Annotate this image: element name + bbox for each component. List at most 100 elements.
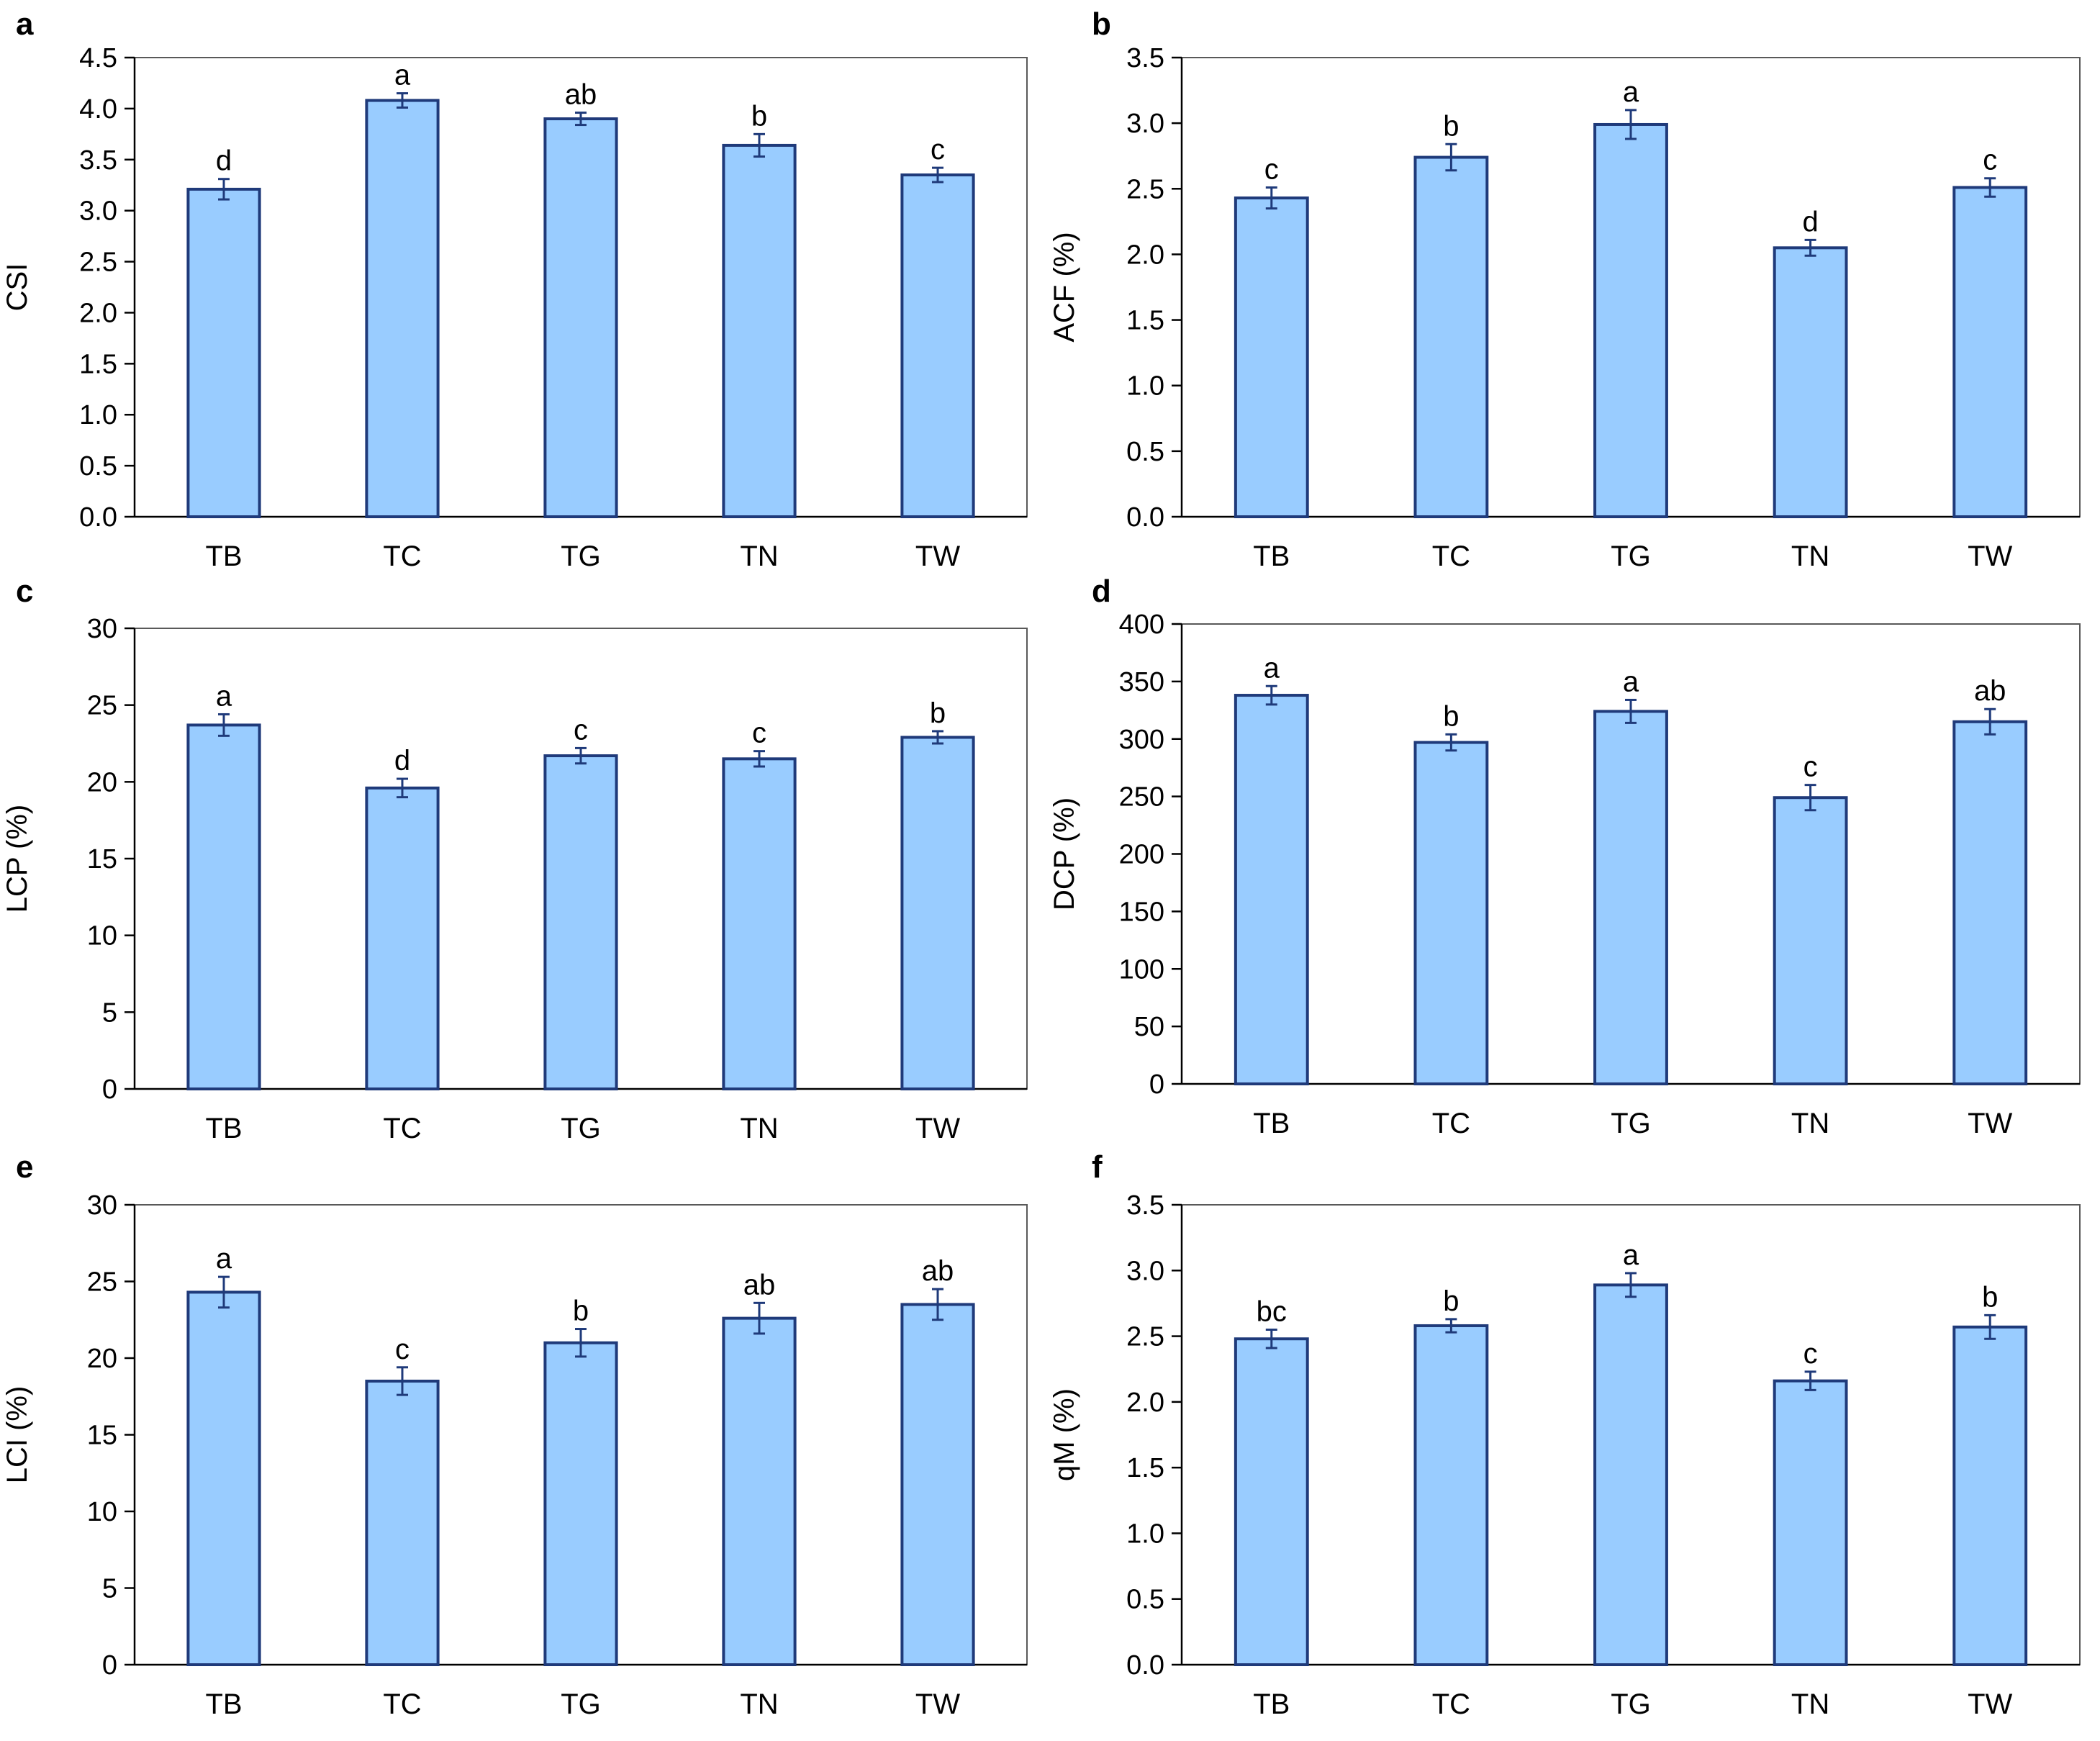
- significance-letter: ab: [565, 79, 597, 111]
- x-tick-label: TG: [561, 1113, 601, 1144]
- x-tick-label: TN: [740, 1113, 778, 1144]
- significance-letter: b: [1443, 1285, 1459, 1317]
- panel-d: 0 50 100 150 200 250 300 350 400 DCP (%) d a TB b TC a T…: [1049, 574, 2081, 1139]
- y-axis-label: LCI (%): [1, 1386, 33, 1484]
- y-tick-label: 0.5: [79, 451, 117, 481]
- x-tick-label: TG: [1611, 1108, 1651, 1139]
- y-tick-label: 300: [1119, 725, 1164, 755]
- bar-tb: [186, 187, 261, 518]
- significance-letter: a: [1623, 76, 1639, 108]
- bar-tg: [1593, 1283, 1668, 1666]
- significance-letter: a: [216, 680, 232, 712]
- bar-tw: [900, 1303, 975, 1666]
- significance-letter: c: [1264, 153, 1279, 185]
- x-tick-label: TC: [383, 541, 421, 572]
- y-tick-label: 1.5: [1126, 306, 1164, 336]
- panel-e: 0 5 10 15 20 25 30 LCI (%) e a TB c TC b TG ab TN ab TW: [1, 1149, 1028, 1720]
- significance-letter: bc: [1257, 1295, 1287, 1327]
- y-tick-label: 10: [87, 1497, 117, 1527]
- bar-tn: [1773, 796, 1848, 1085]
- y-tick-label: 1.5: [1126, 1453, 1164, 1483]
- bar-tw: [900, 173, 975, 519]
- bar-tg: [1593, 710, 1668, 1086]
- significance-letter: c: [395, 1334, 409, 1365]
- y-tick-label: 0.0: [1126, 502, 1164, 533]
- significance-letter: c: [1803, 751, 1818, 783]
- x-tick-label: TC: [1432, 541, 1470, 572]
- significance-letter: a: [216, 1243, 232, 1275]
- y-tick-label: 100: [1119, 954, 1164, 985]
- y-tick-label: 1.5: [79, 349, 117, 379]
- significance-letter: a: [394, 60, 411, 91]
- x-tick-label: TW: [915, 1113, 960, 1144]
- y-axis-label: DCP (%): [1049, 797, 1080, 910]
- x-tick-label: TB: [205, 541, 242, 572]
- x-tick-label: TW: [1968, 541, 2012, 572]
- bar-tn: [1773, 1379, 1848, 1666]
- bar-tc: [365, 786, 440, 1090]
- y-tick-label: 20: [87, 1344, 117, 1374]
- y-axis-label: ACF (%): [1049, 232, 1080, 342]
- panel-letter: c: [16, 574, 33, 609]
- bar-tb: [1234, 196, 1309, 518]
- y-tick-label: 25: [87, 691, 117, 721]
- significance-letter: b: [930, 697, 946, 729]
- y-tick-label: 250: [1119, 782, 1164, 813]
- x-tick-label: TN: [740, 1688, 778, 1720]
- significance-letter: b: [1982, 1281, 1998, 1313]
- y-tick-label: 3.5: [79, 145, 117, 176]
- y-tick-label: 0.5: [1126, 437, 1164, 467]
- significance-letter: c: [931, 134, 945, 166]
- significance-letter: a: [1264, 652, 1280, 684]
- bar-tc: [1413, 1324, 1489, 1666]
- significance-letter: ab: [1974, 675, 2006, 707]
- y-tick-label: 25: [87, 1267, 117, 1298]
- x-tick-label: TN: [1791, 1108, 1829, 1139]
- bar-tc: [1413, 741, 1489, 1085]
- bar-tc: [365, 1379, 440, 1666]
- panel-letter: a: [16, 6, 34, 42]
- x-tick-label: TB: [205, 1688, 242, 1720]
- bar-tc: [365, 99, 440, 518]
- significance-letter: d: [216, 145, 232, 177]
- y-tick-label: 10: [87, 921, 117, 951]
- y-tick-label: 20: [87, 767, 117, 797]
- panel-letter: e: [16, 1149, 33, 1185]
- y-tick-label: 400: [1119, 610, 1164, 640]
- y-axis-label: CSI: [1, 263, 33, 312]
- y-tick-label: 2.5: [1126, 174, 1164, 204]
- x-tick-label: TW: [915, 541, 960, 572]
- y-tick-label: 3.5: [1126, 1190, 1164, 1221]
- bar-tg: [543, 117, 618, 519]
- bar-tw: [1952, 186, 2028, 518]
- x-tick-label: TG: [1611, 541, 1651, 572]
- x-tick-label: TC: [1432, 1688, 1470, 1720]
- y-tick-label: 30: [87, 1190, 117, 1221]
- significance-letter: ab: [922, 1255, 954, 1287]
- y-tick-label: 4.0: [79, 94, 117, 125]
- y-tick-label: 0.5: [1126, 1585, 1164, 1615]
- x-tick-label: TB: [205, 1113, 242, 1144]
- y-tick-label: 150: [1119, 897, 1164, 927]
- y-tick-label: 0: [1149, 1070, 1164, 1100]
- y-tick-label: 0.0: [1126, 1650, 1164, 1681]
- significance-letter: c: [752, 718, 766, 749]
- significance-letter: b: [751, 100, 767, 132]
- y-tick-label: 2.5: [1126, 1322, 1164, 1352]
- y-tick-label: 1.0: [79, 400, 117, 430]
- significance-letter: d: [394, 745, 410, 777]
- bar-tw: [1952, 720, 2028, 1085]
- panel-letter: f: [1092, 1149, 1103, 1185]
- panel-b: 0.0 0.5 1.0 1.5 2.0 2.5 3.0 3.5 ACF (%) b c TB b TC a T…: [1049, 6, 2081, 572]
- x-tick-label: TW: [1968, 1688, 2012, 1720]
- bar-tw: [900, 736, 975, 1090]
- bar-tb: [186, 1290, 261, 1667]
- x-tick-label: TG: [561, 1688, 601, 1720]
- bar-tg: [543, 754, 618, 1090]
- significance-letter: d: [1802, 206, 1818, 238]
- x-tick-label: TB: [1253, 1688, 1290, 1720]
- x-tick-label: TW: [1968, 1108, 2012, 1139]
- panel-c: 0 5 10 15 20 25 30 LCP (%) c a TB d TC c TG c TN b TW: [1, 574, 1028, 1144]
- x-tick-label: TC: [1432, 1108, 1470, 1139]
